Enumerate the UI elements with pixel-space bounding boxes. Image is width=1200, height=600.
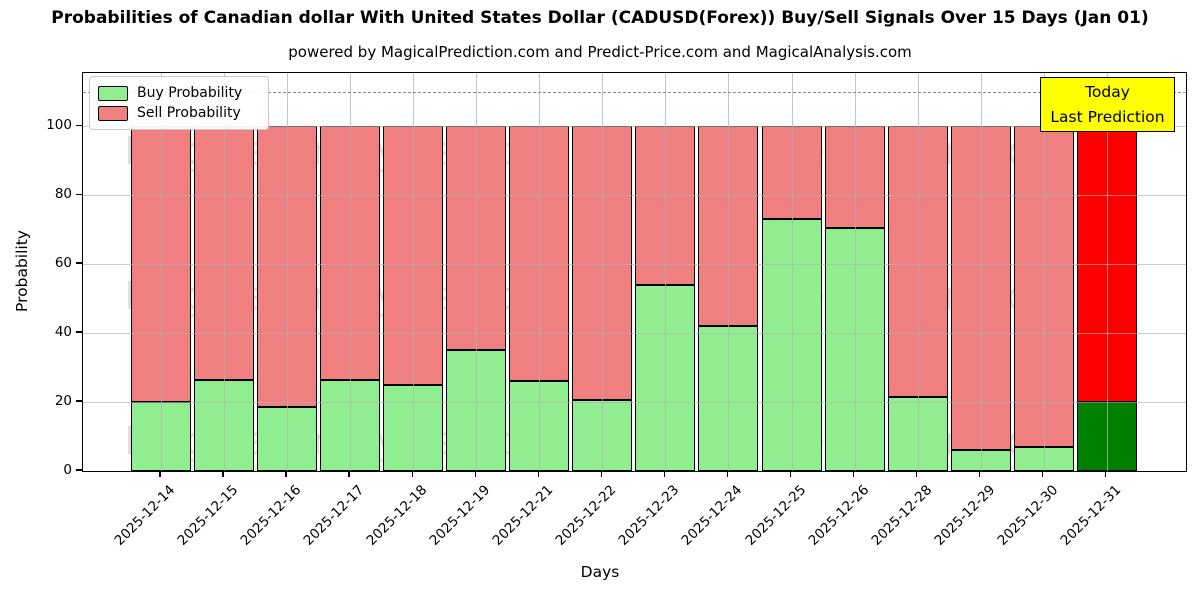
y-tick-label: 80	[54, 186, 72, 203]
x-tick-mark	[1105, 471, 1107, 478]
y-tick-mark	[76, 262, 82, 264]
vertical-gridline	[224, 73, 226, 471]
today-annotation-line1: Today	[1085, 83, 1130, 102]
legend-item: Sell Probability	[98, 103, 260, 123]
x-tick-mark	[474, 471, 476, 478]
y-tick-mark	[76, 400, 82, 402]
legend-label: Buy Probability	[137, 85, 243, 101]
vertical-gridline	[791, 73, 793, 471]
sell-swatch-icon	[98, 105, 128, 121]
vertical-gridline	[287, 73, 289, 471]
x-tick-mark	[600, 471, 603, 478]
horizontal-gridline	[83, 195, 1186, 197]
y-tick-mark	[76, 331, 82, 333]
horizontal-gridline	[83, 264, 1186, 266]
x-tick-mark	[1042, 471, 1044, 478]
y-tick-mark	[76, 124, 82, 126]
vertical-gridline	[854, 73, 856, 471]
dashed-threshold-line	[83, 91, 1186, 93]
vertical-gridline	[1106, 73, 1108, 471]
y-axis-label: Probability	[13, 230, 31, 312]
chart-title: Probabilities of Canadian dollar With Un…	[51, 8, 1149, 28]
horizontal-gridline	[83, 402, 1186, 404]
vertical-gridline	[413, 73, 415, 471]
x-tick-mark	[411, 471, 413, 478]
x-tick-mark	[726, 471, 729, 478]
vertical-gridline	[728, 73, 730, 471]
vertical-gridline	[665, 73, 667, 471]
x-tick-mark	[789, 471, 792, 478]
horizontal-gridline	[83, 333, 1186, 335]
vertical-gridline	[602, 73, 604, 471]
vertical-gridline	[350, 73, 352, 471]
x-tick-mark	[852, 471, 855, 478]
vertical-gridline	[980, 73, 982, 471]
plot-area: MagicalAnalysis.comMagicalPrediction.com…	[82, 72, 1187, 472]
chart-subtitle: powered by MagicalPrediction.com and Pre…	[288, 43, 912, 61]
x-tick-mark	[348, 471, 350, 478]
x-tick-mark	[222, 471, 224, 478]
chart-legend: Buy Probability Sell Probability	[89, 76, 269, 130]
x-tick-mark	[663, 471, 666, 478]
grid-layer	[83, 73, 1186, 471]
x-axis-label: Days	[580, 563, 620, 581]
x-tick-mark	[915, 471, 918, 478]
x-tick-mark	[285, 471, 287, 478]
y-tick-label: 60	[54, 255, 72, 272]
legend-label: Sell Probability	[137, 105, 241, 121]
x-tick-mark	[537, 471, 539, 478]
vertical-gridline	[161, 73, 162, 471]
today-annotation-line2: Last Prediction	[1050, 107, 1165, 126]
x-tick-mark	[978, 471, 981, 478]
buy-swatch-icon	[98, 85, 128, 101]
y-tick-label: 100	[46, 117, 72, 134]
y-tick-mark	[76, 469, 82, 471]
vertical-gridline	[1043, 73, 1045, 471]
vertical-gridline	[476, 73, 478, 471]
y-tick-label: 0	[63, 462, 72, 478]
vertical-gridline	[539, 73, 541, 471]
horizontal-gridline	[83, 126, 1186, 128]
vertical-gridline	[917, 73, 919, 471]
x-tick-mark	[159, 471, 161, 478]
legend-item: Buy Probability	[98, 83, 260, 103]
today-annotation-box: Today Last Prediction	[1040, 77, 1175, 132]
y-tick-label: 40	[54, 324, 72, 341]
y-tick-label: 20	[54, 393, 72, 410]
y-tick-mark	[76, 193, 82, 195]
